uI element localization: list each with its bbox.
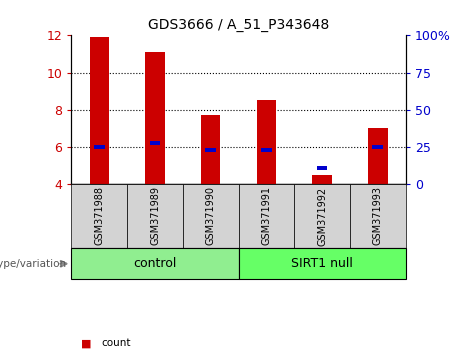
- Bar: [201, 115, 220, 184]
- Text: GSM371991: GSM371991: [261, 187, 272, 245]
- Bar: [317, 166, 327, 170]
- Bar: [71, 249, 239, 279]
- Bar: [150, 141, 160, 145]
- Text: GSM371990: GSM371990: [206, 187, 216, 245]
- Text: GSM371989: GSM371989: [150, 187, 160, 245]
- Bar: [257, 101, 276, 184]
- Bar: [313, 175, 332, 184]
- Bar: [372, 145, 383, 149]
- Text: GSM371988: GSM371988: [95, 187, 104, 245]
- Bar: [94, 145, 105, 149]
- Bar: [238, 184, 294, 248]
- Bar: [127, 184, 183, 248]
- Bar: [71, 184, 127, 248]
- Text: GSM371992: GSM371992: [317, 186, 327, 246]
- Text: genotype/variation: genotype/variation: [0, 259, 67, 269]
- Text: SIRT1 null: SIRT1 null: [291, 257, 353, 270]
- Bar: [368, 129, 388, 184]
- Bar: [294, 184, 350, 248]
- Bar: [89, 37, 109, 184]
- Bar: [205, 148, 216, 152]
- Bar: [350, 184, 406, 248]
- Bar: [183, 184, 238, 248]
- Text: ■: ■: [81, 338, 91, 348]
- Text: GSM371993: GSM371993: [373, 187, 383, 245]
- Bar: [261, 148, 272, 152]
- Title: GDS3666 / A_51_P343648: GDS3666 / A_51_P343648: [148, 18, 329, 32]
- Text: control: control: [133, 257, 177, 270]
- Bar: [238, 249, 406, 279]
- Text: count: count: [101, 338, 131, 348]
- Bar: [145, 52, 165, 184]
